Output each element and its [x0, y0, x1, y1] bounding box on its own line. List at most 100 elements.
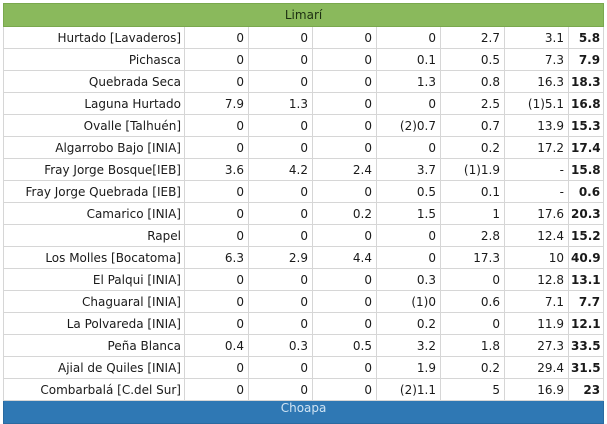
precip-value: 1: [440, 202, 505, 225]
precip-value: 0: [376, 136, 441, 159]
station-row: Algarrobo Bajo [INIA] 0 0 0 0 0.2 17.2 17.4: [3, 136, 605, 159]
station-name: Chaguaral [INIA]: [3, 290, 185, 313]
precip-value: 0.6: [440, 290, 505, 313]
precip-value: 3.7: [376, 158, 441, 181]
station-row: Los Molles [Bocatoma] 6.3 2.9 4.4 0 17.3 10 40.…: [3, 246, 605, 269]
precip-value: 2.7: [440, 26, 505, 49]
station-row: El Palqui [INIA] 0 0 0 0.3 0 12.8 13.1: [3, 268, 605, 291]
precip-value: 0: [312, 290, 377, 313]
precip-value: 17.3: [440, 246, 505, 269]
precip-value: 0: [312, 356, 377, 379]
precip-value: 0: [312, 180, 377, 203]
station-row: Chaguaral [INIA] 0 0 0 (1)0 0.6 7.1 7.7: [3, 290, 605, 313]
station-row: Quebrada Seca 0 0 0 1.3 0.8 16.3 18.3: [3, 70, 605, 93]
region-title: Limarí: [2, 3, 605, 27]
precip-total: 0.6: [567, 180, 605, 203]
precip-total: 40.9: [567, 246, 605, 269]
precip-value: 0: [376, 92, 441, 115]
precip-value: 4.2: [248, 158, 313, 181]
precip-value: -: [504, 180, 569, 203]
precip-value: 12.4: [504, 224, 569, 247]
station-row: Camarico [INIA] 0 0 0.2 1.5 1 17.6 20.3: [3, 202, 605, 225]
precip-value: 4.4: [312, 246, 377, 269]
station-row: Hurtado [Lavaderos] 0 0 0 0 2.7 3.1 5.8: [3, 26, 605, 49]
station-name: Quebrada Seca: [3, 70, 185, 93]
station-name: Ovalle [Talhuén]: [3, 114, 185, 137]
precip-value: 0: [184, 202, 249, 225]
precip-value: 2.5: [440, 92, 505, 115]
precip-value: 0: [312, 136, 377, 159]
precip-value: 0: [184, 26, 249, 49]
precip-value: 0: [312, 114, 377, 137]
precip-value: 0: [376, 224, 441, 247]
precip-value: 0.5: [440, 48, 505, 71]
precip-value: 0: [376, 26, 441, 49]
station-row: Rapel 0 0 0 0 2.8 12.4 15.2: [3, 224, 605, 247]
next-region-header-row: Choapa: [2, 400, 605, 424]
precip-value: -: [504, 158, 569, 181]
precip-value: 7.9: [184, 92, 249, 115]
precip-value: 1.9: [376, 356, 441, 379]
precip-total: 15.3: [567, 114, 605, 137]
precip-value: 17.2: [504, 136, 569, 159]
precip-total: 23: [567, 378, 605, 401]
precip-value: 0.4: [184, 334, 249, 357]
precip-value: 10: [504, 246, 569, 269]
precip-total: 20.3: [567, 202, 605, 225]
precip-value: 6.3: [184, 246, 249, 269]
precip-value: 0: [184, 114, 249, 137]
precip-value: 0.1: [440, 180, 505, 203]
precip-value: 0: [440, 268, 505, 291]
precip-value: 0: [184, 290, 249, 313]
precip-value: 0: [184, 180, 249, 203]
precip-value: 0: [184, 136, 249, 159]
precip-value: 0.7: [440, 114, 505, 137]
precip-total: 7.7: [567, 290, 605, 313]
next-region-title: Choapa: [2, 400, 605, 424]
precip-value: 16.3: [504, 70, 569, 93]
precip-value: 0: [248, 312, 313, 335]
station-row: Laguna Hurtado 7.9 1.3 0 0 2.5 (1)5.1 16.8: [3, 92, 605, 115]
precip-value: 0: [248, 26, 313, 49]
precip-value: 0: [440, 312, 505, 335]
station-row: Ajial de Quiles [INIA] 0 0 0 1.9 0.2 29.4 31.5: [3, 356, 605, 379]
station-name: Fray Jorge Bosque[IEB]: [3, 158, 185, 181]
precip-value: 0.5: [312, 334, 377, 357]
precip-value: 0: [248, 180, 313, 203]
precip-value: 0: [184, 268, 249, 291]
station-name: Los Molles [Bocatoma]: [3, 246, 185, 269]
precip-value: 0: [184, 378, 249, 401]
precip-value: 2.8: [440, 224, 505, 247]
precip-value: 16.9: [504, 378, 569, 401]
station-row: Pichasca 0 0 0 0.1 0.5 7.3 7.9: [3, 48, 605, 71]
precip-total: 12.1: [567, 312, 605, 335]
precip-value: (2)1.1: [376, 378, 441, 401]
precip-value: 0: [184, 48, 249, 71]
station-name: Camarico [INIA]: [3, 202, 185, 225]
station-name: Peña Blanca: [3, 334, 185, 357]
precip-value: (2)0.7: [376, 114, 441, 137]
precip-value: 0: [248, 290, 313, 313]
precip-value: 0: [248, 136, 313, 159]
precip-value: 3.6: [184, 158, 249, 181]
precip-total: 31.5: [567, 356, 605, 379]
precip-value: (1)5.1: [504, 92, 569, 115]
precip-total: 13.1: [567, 268, 605, 291]
station-name: Rapel: [3, 224, 185, 247]
precip-total: 15.8: [567, 158, 605, 181]
precip-value: 7.1: [504, 290, 569, 313]
precip-value: 0: [312, 224, 377, 247]
station-name: Pichasca: [3, 48, 185, 71]
precip-value: 3.2: [376, 334, 441, 357]
precip-total: 7.9: [567, 48, 605, 71]
precip-value: 0.2: [440, 356, 505, 379]
precip-value: 0: [248, 224, 313, 247]
precip-value: 2.4: [312, 158, 377, 181]
precip-total: 5.8: [567, 26, 605, 49]
precip-value: 12.8: [504, 268, 569, 291]
precip-value: 0: [248, 202, 313, 225]
precip-value: (1)0: [376, 290, 441, 313]
station-row: Peña Blanca 0.4 0.3 0.5 3.2 1.8 27.3 33.5: [3, 334, 605, 357]
station-name: El Palqui [INIA]: [3, 268, 185, 291]
precip-value: 0.1: [376, 48, 441, 71]
